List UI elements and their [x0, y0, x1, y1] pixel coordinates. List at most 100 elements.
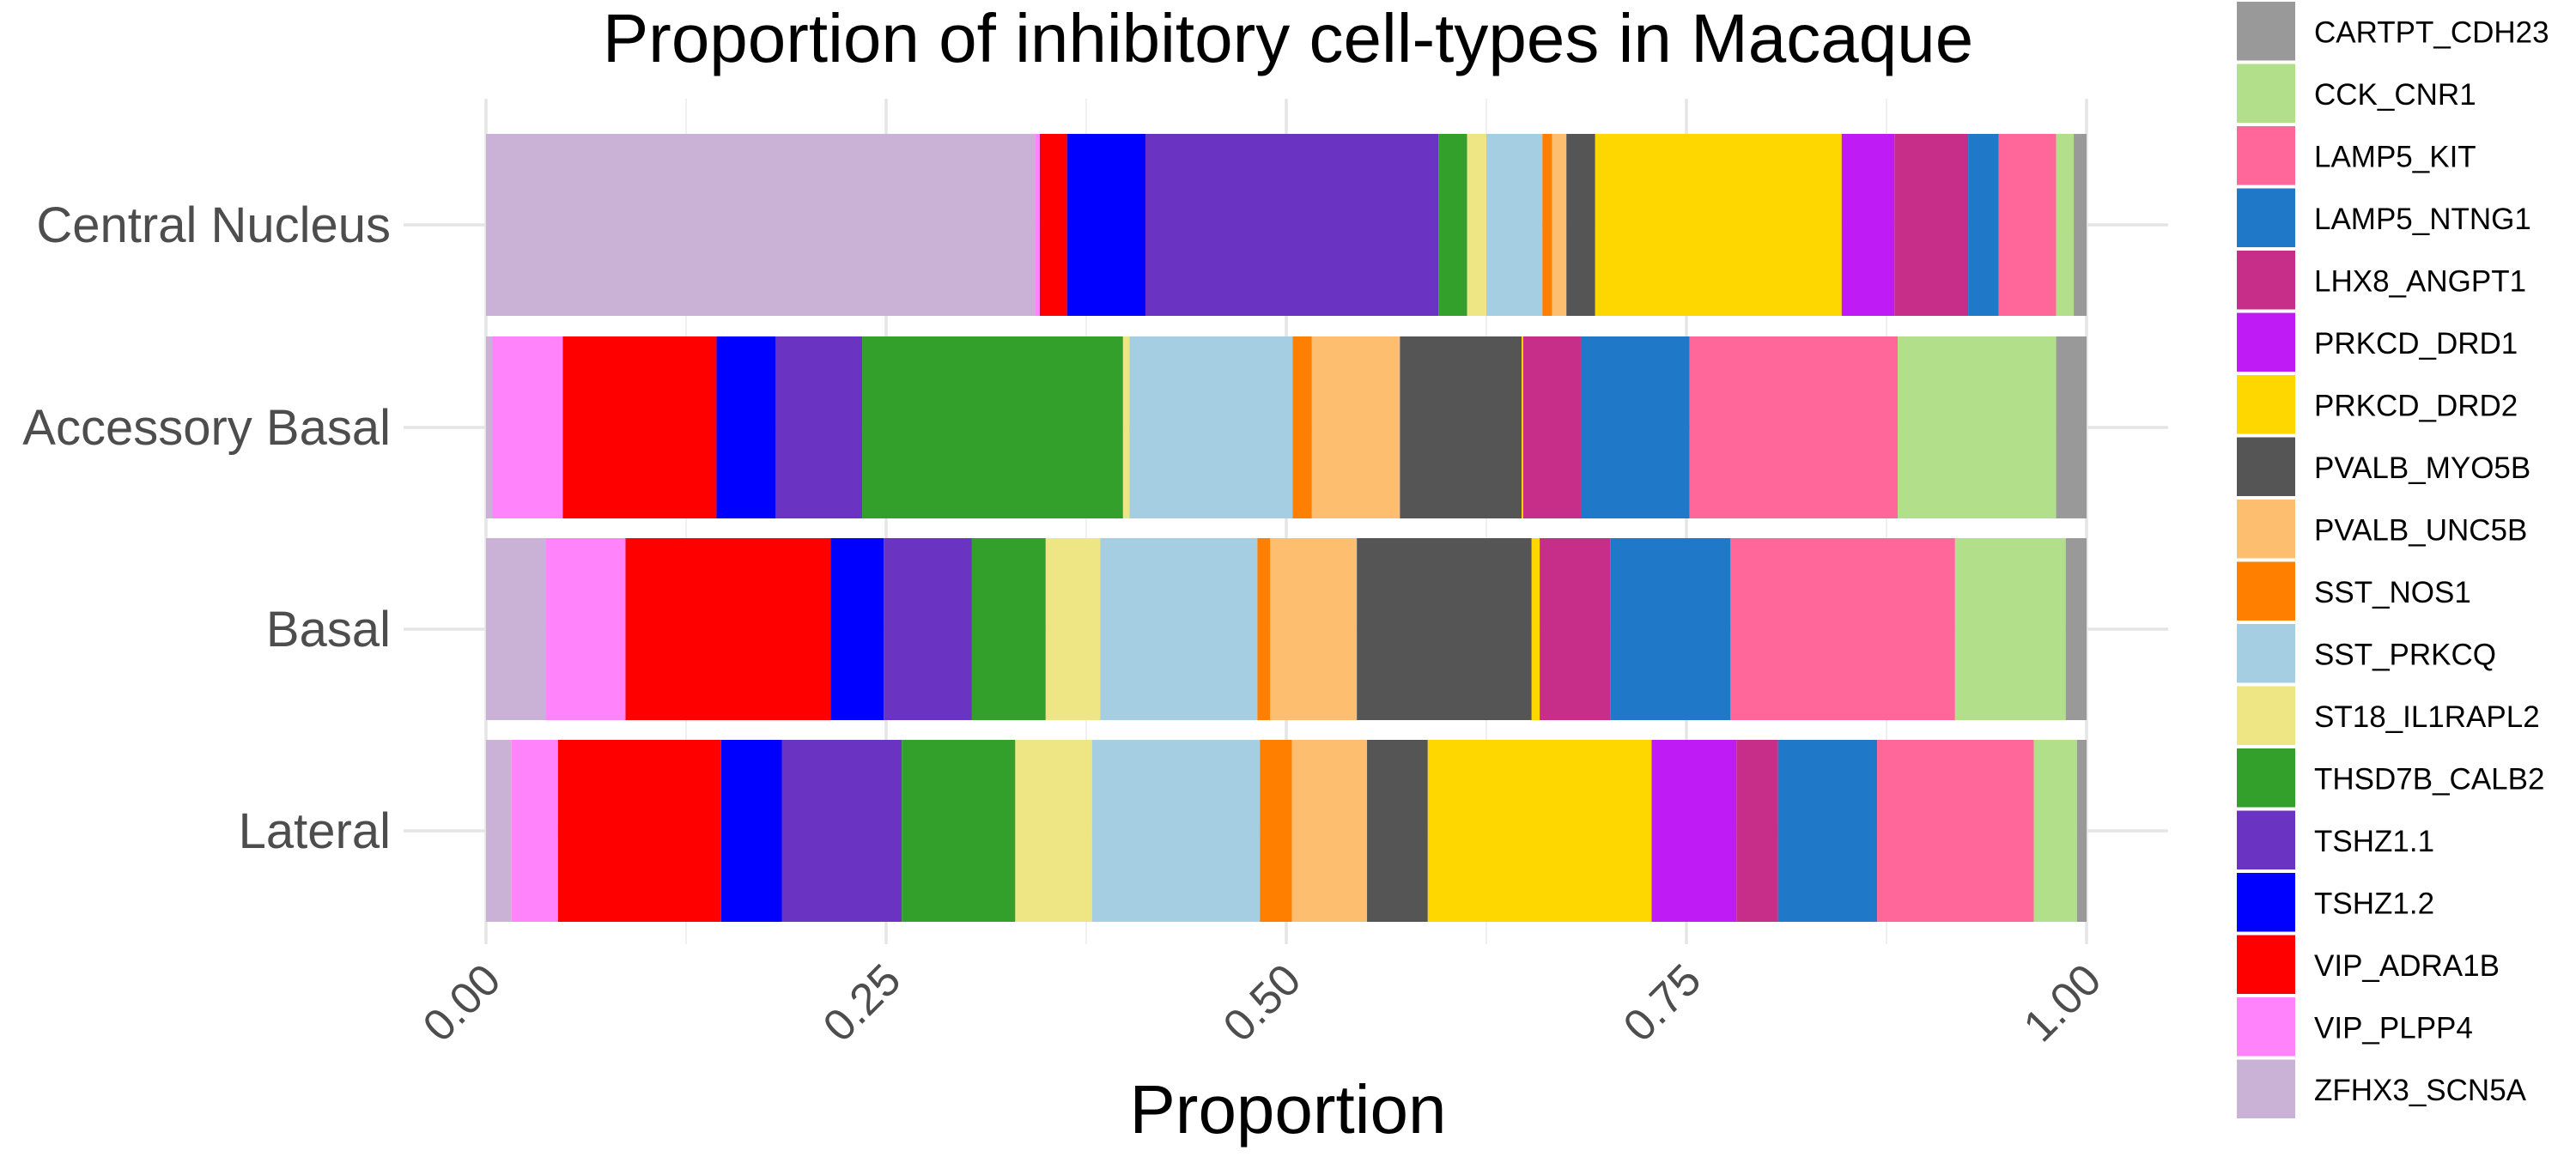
x-axis-label: Proportion: [1129, 1071, 1446, 1148]
legend-key: [2237, 748, 2295, 808]
legend-key: [2237, 437, 2295, 496]
chart-title: Proportion of inhibitory cell-types in M…: [603, 0, 1973, 76]
bar-segment-lamp5-kit: [1730, 538, 1955, 720]
bar-segment-vip-adra1b: [1039, 134, 1067, 316]
bar-segment-tshz1-2: [720, 740, 782, 922]
legend-key: [2237, 251, 2295, 310]
bar-segment-pvalb-myo5b: [1566, 134, 1595, 316]
legend-key: [2237, 810, 2295, 869]
bar-segment-thsd7b-calb2: [1438, 134, 1467, 316]
bar-segment-vip-plpp4: [511, 740, 558, 922]
bar-segment-zfhx3-scn5a: [486, 538, 546, 720]
legend-item-cartpt-cdh23: CARTPT_CDH23: [2237, 2, 2549, 61]
bar-segment-sst-prkcq: [1100, 538, 1258, 720]
bar-segment-prkcd-drd1: [1841, 134, 1895, 316]
bar-segment-st18-il1rapl2: [1045, 538, 1101, 720]
bar-segment-lhx8-angpt1: [1522, 336, 1581, 518]
bar-group-lateral: [486, 740, 2087, 922]
bar-segment-pvalb-unc5b: [1311, 336, 1400, 518]
bar-group-accessory-basal: [486, 336, 2087, 518]
bar-segment-cck-cnr1: [1954, 538, 2066, 720]
y-tick-label: Central Nucleus: [36, 197, 391, 253]
bar-segment-tshz1-1: [781, 740, 902, 922]
bar-segment-lamp5-kit: [1689, 336, 1899, 518]
bar-segment-st18-il1rapl2: [1467, 134, 1486, 316]
legend-key: [2237, 935, 2295, 994]
y-tick-label: Accessory Basal: [22, 400, 391, 456]
bar-group-basal: [486, 538, 2087, 720]
bar-segment-cartpt-cdh23: [2056, 336, 2087, 518]
legend-key: [2237, 64, 2295, 123]
legend-label: PRKCD_DRD1: [2314, 327, 2518, 360]
bar-segment-sst-prkcq: [1091, 740, 1261, 922]
legend-key: [2237, 2, 2295, 61]
bar-segment-prkcd-drd2: [1595, 134, 1842, 316]
bar-segment-sst-nos1: [1257, 538, 1271, 720]
bar-segment-st18-il1rapl2: [1015, 740, 1092, 922]
bar-segment-prkcd-drd2: [1522, 336, 1523, 518]
bar-segment-lamp5-ntng1: [1580, 336, 1690, 518]
legend-label: CARTPT_CDH23: [2314, 15, 2549, 49]
bar-segment-vip-adra1b: [557, 740, 721, 922]
legend-key: [2237, 873, 2295, 932]
legend-item-lamp5-ntng1: LAMP5_NTNG1: [2237, 188, 2531, 247]
x-tick-label: 0.00: [414, 954, 511, 1051]
legend-label: SST_PRKCQ: [2314, 638, 2496, 671]
legend-label: CCK_CNR1: [2314, 78, 2476, 112]
bar-segment-pvalb-unc5b: [1291, 740, 1368, 922]
legend-label: VIP_ADRA1B: [2314, 949, 2500, 983]
bar-segment-pvalb-unc5b: [1552, 134, 1567, 316]
legend-item-pvalb-unc5b: PVALB_UNC5B: [2237, 500, 2527, 559]
bar-segment-lamp5-kit: [1998, 134, 2057, 316]
bar-segment-sst-prkcq: [1486, 134, 1543, 316]
bar-segment-cck-cnr1: [2033, 740, 2077, 922]
bar-segment-prkcd-drd1: [1651, 740, 1737, 922]
bar-segment-pvalb-myo5b: [1400, 336, 1522, 518]
legend-item-cck-cnr1: CCK_CNR1: [2237, 64, 2476, 123]
legend-label: ZFHX3_SCN5A: [2314, 1074, 2527, 1107]
bar-segment-cck-cnr1: [2056, 134, 2075, 316]
bar-segment-tshz1-2: [830, 538, 884, 720]
legend-item-vip-plpp4: VIP_PLPP4: [2237, 997, 2473, 1057]
legend-label: PVALB_UNC5B: [2314, 513, 2527, 547]
bar-segment-cartpt-cdh23: [2065, 538, 2087, 720]
y-tick-label: Basal: [266, 602, 391, 657]
legend-item-st18-il1rapl2: ST18_IL1RAPL2: [2237, 686, 2540, 745]
bar-segment-vip-adra1b: [562, 336, 717, 518]
legend-label: TSHZ1.1: [2314, 825, 2434, 858]
legend-label: LAMP5_KIT: [2314, 140, 2476, 173]
bar-segment-thsd7b-calb2: [862, 336, 1123, 518]
legend-label: TSHZ1.2: [2314, 887, 2434, 920]
legend-key: [2237, 188, 2295, 247]
bar-segment-cartpt-cdh23: [2076, 740, 2087, 922]
bar-segment-lamp5-ntng1: [1968, 134, 1999, 316]
bar-segment-tshz1-1: [775, 336, 863, 518]
bar-segment-lamp5-ntng1: [1610, 538, 1731, 720]
legend-label: LHX8_ANGPT1: [2314, 264, 2526, 298]
legend: CARTPT_CDH23 CCK_CNR1 LAMP5_KIT LAMP5_NTNG1…: [2237, 2, 2549, 1118]
legend-key: [2237, 624, 2295, 683]
bar-segment-vip-plpp4: [1035, 134, 1040, 316]
bar-segment-lamp5-ntng1: [1777, 740, 1878, 922]
bar-segment-thsd7b-calb2: [971, 538, 1046, 720]
legend-label: SST_NOS1: [2314, 576, 2471, 609]
bar-segment-vip-plpp4: [492, 336, 563, 518]
legend-item-thsd7b-calb2: THSD7B_CALB2: [2237, 748, 2544, 808]
legend-item-tshz1-1: TSHZ1.1: [2237, 810, 2434, 869]
x-tick-label: 0.75: [1614, 954, 1711, 1051]
legend-label: THSD7B_CALB2: [2314, 762, 2544, 796]
legend-item-prkcd-drd2: PRKCD_DRD2: [2237, 375, 2518, 434]
bar-segment-tshz1-1: [884, 538, 972, 720]
legend-item-prkcd-drd1: PRKCD_DRD1: [2237, 312, 2518, 372]
bar-segment-thsd7b-calb2: [902, 740, 1016, 922]
bar-segment-lhx8-angpt1: [1894, 134, 1969, 316]
y-tick-label: Lateral: [239, 803, 391, 859]
legend-key: [2237, 997, 2295, 1057]
bar-segment-lamp5-kit: [1877, 740, 2034, 922]
legend-key: [2237, 1059, 2295, 1118]
bar-segment-lhx8-angpt1: [1540, 538, 1611, 720]
legend-item-zfhx3-scn5a: ZFHX3_SCN5A: [2237, 1059, 2527, 1118]
legend-item-lamp5-kit: LAMP5_KIT: [2237, 126, 2476, 185]
